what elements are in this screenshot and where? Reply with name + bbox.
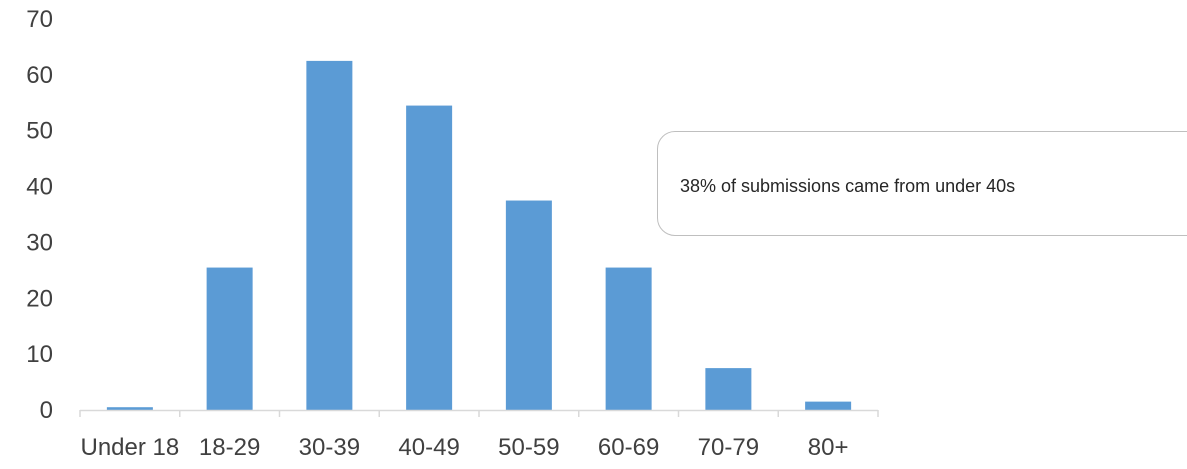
annotation-text: 38% of submissions came from under 40s [680, 176, 1016, 196]
x-axis-tick-marks [79, 410, 879, 417]
x-tick-label: 80+ [808, 434, 849, 461]
x-axis-tick-labels: Under 18 18-29 30-39 40-49 50-59 60-69 70-79 80… [81, 434, 849, 461]
y-tick-label: 30 [26, 229, 53, 256]
y-tick-label: 40 [26, 174, 53, 201]
bar [605, 267, 652, 410]
y-tick-label: 50 [26, 118, 53, 145]
x-tick-label: Under 18 [81, 434, 180, 461]
bar [106, 407, 153, 410]
y-axis-tick-labels: 0 10 20 30 40 50 60 70 [26, 6, 53, 424]
y-tick-label: 20 [26, 285, 53, 312]
bar [306, 60, 353, 411]
bar [805, 401, 852, 410]
y-tick-label: 60 [26, 62, 53, 89]
x-tick-label: 40-49 [398, 434, 459, 461]
bar [705, 368, 752, 410]
annotation-callout: 38% of submissions came from under 40s [657, 131, 1187, 236]
y-tick-label: 0 [40, 397, 53, 424]
bar-series [106, 60, 852, 411]
bar [406, 105, 453, 410]
x-tick-label: 60-69 [598, 434, 659, 461]
x-tick-label: 50-59 [498, 434, 559, 461]
y-tick-label: 70 [26, 6, 53, 33]
bar [206, 267, 253, 410]
y-tick-label: 10 [26, 341, 53, 368]
bar [505, 200, 552, 410]
x-tick-label: 70-79 [698, 434, 759, 461]
x-tick-label: 18-29 [199, 434, 260, 461]
x-tick-label: 30-39 [299, 434, 360, 461]
